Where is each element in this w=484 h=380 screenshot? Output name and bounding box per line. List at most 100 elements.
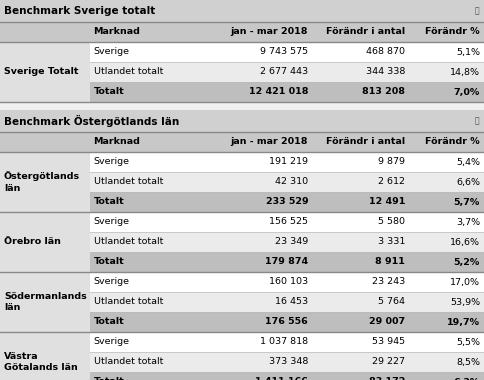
Text: Sverige: Sverige <box>93 337 130 347</box>
Bar <box>312 292 409 312</box>
Text: 23 349: 23 349 <box>275 238 308 247</box>
Text: 8,5%: 8,5% <box>456 358 480 366</box>
Bar <box>312 152 409 172</box>
Bar <box>409 132 484 152</box>
Text: 9 879: 9 879 <box>378 157 405 166</box>
Bar <box>409 272 484 292</box>
Bar <box>201 42 312 62</box>
Text: 468 870: 468 870 <box>366 48 405 57</box>
Bar <box>409 312 484 332</box>
Text: Örebro län: Örebro län <box>4 238 61 247</box>
Text: Totalt: Totalt <box>93 318 124 326</box>
Bar <box>409 42 484 62</box>
Text: 14,8%: 14,8% <box>450 68 480 76</box>
Bar <box>312 232 409 252</box>
Bar <box>312 212 409 232</box>
Text: 156 525: 156 525 <box>269 217 308 226</box>
Text: Utlandet totalt: Utlandet totalt <box>93 358 163 366</box>
Text: 53 945: 53 945 <box>372 337 405 347</box>
Text: 17,0%: 17,0% <box>450 277 480 287</box>
Text: 3,7%: 3,7% <box>456 217 480 226</box>
Text: 29 227: 29 227 <box>372 358 405 366</box>
Text: Totalt: Totalt <box>93 377 124 380</box>
Text: Södermanlands
län: Södermanlands län <box>4 292 87 312</box>
Text: 16 453: 16 453 <box>275 298 308 307</box>
Bar <box>90 232 201 252</box>
Text: 12 421 018: 12 421 018 <box>249 87 308 97</box>
Bar <box>90 252 201 272</box>
Text: 5 764: 5 764 <box>378 298 405 307</box>
Text: 373 348: 373 348 <box>269 358 308 366</box>
Bar <box>90 272 201 292</box>
Bar <box>312 252 409 272</box>
Text: Totalt: Totalt <box>93 87 124 97</box>
Bar <box>201 272 312 292</box>
Bar <box>409 22 484 42</box>
Bar <box>201 172 312 192</box>
Text: 176 556: 176 556 <box>265 318 308 326</box>
Text: 16,6%: 16,6% <box>450 238 480 247</box>
Bar <box>90 62 201 82</box>
Bar <box>201 232 312 252</box>
Bar <box>90 82 201 102</box>
Bar <box>0 272 90 332</box>
Bar <box>312 272 409 292</box>
Text: Förändr %: Förändr % <box>425 27 480 36</box>
Bar <box>409 352 484 372</box>
Bar <box>90 22 201 42</box>
Text: 160 103: 160 103 <box>269 277 308 287</box>
Text: Sverige: Sverige <box>93 48 130 57</box>
Bar <box>312 22 409 42</box>
Bar <box>201 292 312 312</box>
Bar <box>90 332 201 352</box>
Text: 6,6%: 6,6% <box>456 177 480 187</box>
Text: 9 743 575: 9 743 575 <box>260 48 308 57</box>
Bar <box>409 212 484 232</box>
Bar <box>409 372 484 380</box>
Bar <box>0 110 484 132</box>
Text: Sverige: Sverige <box>93 217 130 226</box>
Text: Utlandet totalt: Utlandet totalt <box>93 177 163 187</box>
Bar <box>0 212 90 272</box>
Bar <box>312 82 409 102</box>
Text: 5 580: 5 580 <box>378 217 405 226</box>
Bar <box>409 332 484 352</box>
Text: Benchmark Östergötlands län: Benchmark Östergötlands län <box>4 115 179 127</box>
Text: 8 911: 8 911 <box>375 258 405 266</box>
Bar <box>90 42 201 62</box>
Text: Förändr %: Förändr % <box>425 138 480 147</box>
Bar <box>90 372 201 380</box>
Text: Utlandet totalt: Utlandet totalt <box>93 298 163 307</box>
Bar <box>90 312 201 332</box>
Text: 5,2%: 5,2% <box>454 258 480 266</box>
Text: 179 874: 179 874 <box>265 258 308 266</box>
Text: Sverige Totalt: Sverige Totalt <box>4 68 78 76</box>
Bar <box>201 132 312 152</box>
Bar <box>409 82 484 102</box>
Bar <box>312 42 409 62</box>
Bar <box>90 352 201 372</box>
Text: 5,5%: 5,5% <box>456 337 480 347</box>
Bar <box>409 172 484 192</box>
Bar <box>312 172 409 192</box>
Bar <box>312 192 409 212</box>
Text: Sverige: Sverige <box>93 157 130 166</box>
Text: Sverige: Sverige <box>93 277 130 287</box>
Text: 233 529: 233 529 <box>266 198 308 206</box>
Text: 5,1%: 5,1% <box>456 48 480 57</box>
Text: Förändr i antal: Förändr i antal <box>326 27 405 36</box>
Bar <box>201 212 312 232</box>
Bar <box>90 172 201 192</box>
Bar <box>201 82 312 102</box>
Text: 1 037 818: 1 037 818 <box>260 337 308 347</box>
Text: Marknad: Marknad <box>93 27 140 36</box>
Text: 83 172: 83 172 <box>369 377 405 380</box>
Bar <box>312 372 409 380</box>
Text: 813 208: 813 208 <box>362 87 405 97</box>
Bar <box>312 132 409 152</box>
Bar <box>201 332 312 352</box>
Text: Utlandet totalt: Utlandet totalt <box>93 238 163 247</box>
Text: 5,7%: 5,7% <box>454 198 480 206</box>
Bar <box>409 152 484 172</box>
Text: Östergötlands
län: Östergötlands län <box>4 171 80 193</box>
